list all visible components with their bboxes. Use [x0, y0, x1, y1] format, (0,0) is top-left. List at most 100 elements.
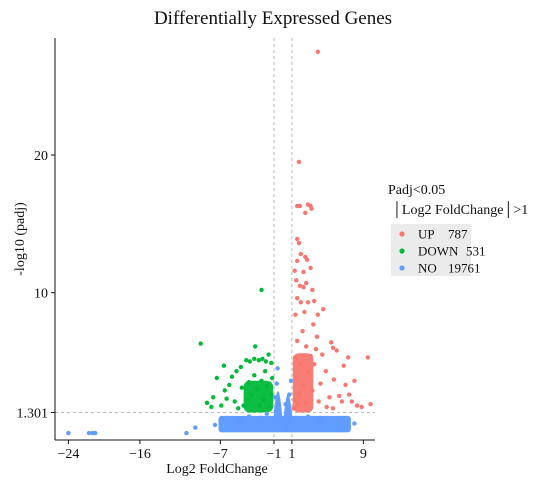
point-no	[312, 422, 317, 428]
point-up	[324, 404, 329, 410]
point-down	[204, 400, 210, 405]
point-up	[296, 391, 302, 396]
x-tick-label: −7	[213, 447, 228, 462]
point-down	[224, 396, 229, 401]
point-down	[260, 356, 265, 361]
legend-title-line2: │Log2 FoldChange│>1	[392, 201, 528, 219]
point-no	[246, 414, 252, 419]
point-no	[305, 414, 311, 419]
point-up	[311, 322, 316, 327]
point-no	[337, 424, 343, 429]
point-down	[246, 380, 252, 385]
point-down	[269, 392, 274, 397]
series-no	[66, 366, 357, 436]
point-up	[296, 240, 302, 246]
point-up	[316, 399, 321, 404]
y-tick-label: 1.301	[17, 406, 49, 421]
point-down	[209, 404, 214, 410]
point-up	[346, 392, 352, 397]
point-down	[269, 360, 274, 366]
point-up	[323, 369, 328, 374]
point-no	[287, 413, 293, 418]
x-tick-label: −24	[57, 447, 79, 462]
point-down	[229, 374, 235, 379]
point-up	[337, 393, 342, 399]
point-up	[292, 268, 297, 273]
point-up	[295, 338, 300, 344]
point-no	[86, 430, 92, 436]
point-up	[300, 329, 305, 334]
point-down	[238, 364, 244, 370]
point-up	[320, 352, 325, 357]
point-up	[294, 278, 299, 283]
point-down	[236, 406, 241, 411]
point-down	[270, 375, 275, 381]
point-up	[310, 287, 315, 293]
legend-label-up: UP	[418, 227, 435, 242]
point-down	[262, 397, 267, 403]
legend-title-line1: Padj<0.05	[388, 183, 445, 198]
point-no	[294, 415, 299, 421]
point-up	[315, 49, 320, 54]
point-no	[220, 419, 225, 425]
legend-key-up	[399, 231, 405, 237]
legend-label-no: NO	[418, 261, 437, 276]
point-down	[266, 352, 271, 357]
point-no	[272, 395, 278, 400]
legend-key-no	[399, 265, 405, 271]
legend-entries: UP 787 DOWN 531 NO 19761	[391, 224, 486, 276]
point-up	[304, 344, 309, 349]
point-no	[287, 392, 292, 397]
legend-label-down: DOWN	[418, 244, 459, 259]
point-up	[321, 307, 326, 312]
point-no	[240, 421, 245, 426]
x-tick-label: −16	[129, 447, 151, 462]
point-up	[298, 362, 303, 367]
point-down	[219, 403, 224, 408]
point-up	[330, 345, 336, 350]
point-no	[288, 378, 294, 383]
point-no	[318, 417, 323, 422]
point-no	[259, 415, 264, 421]
point-up	[295, 296, 300, 301]
series-up	[291, 49, 373, 411]
legend-count-down: 531	[466, 244, 486, 259]
point-down	[256, 358, 261, 363]
point-no	[274, 381, 279, 386]
point-up	[330, 406, 336, 411]
point-up	[310, 388, 315, 393]
point-no	[277, 419, 282, 425]
point-down	[234, 369, 239, 374]
point-up	[318, 381, 323, 386]
x-axis-title: Log2 FoldChange	[166, 462, 268, 477]
point-up	[294, 375, 299, 381]
point-down	[254, 386, 260, 392]
point-up	[298, 300, 303, 305]
point-down	[211, 395, 216, 400]
point-up	[343, 382, 348, 388]
point-up	[315, 312, 320, 317]
down-cluster	[243, 380, 274, 413]
point-up	[296, 159, 302, 165]
point-up	[304, 280, 309, 286]
point-up	[292, 397, 297, 403]
chart-title: Differentially Expressed Genes	[154, 8, 392, 29]
point-no	[234, 417, 239, 422]
point-no	[299, 419, 304, 425]
point-up	[334, 348, 339, 353]
point-up	[313, 346, 319, 352]
point-down	[259, 287, 264, 293]
point-down	[264, 384, 269, 389]
point-up	[359, 404, 364, 410]
y-axis-ticks: 1.301 10 20	[17, 149, 55, 421]
legend-key-down	[399, 248, 405, 254]
point-up	[302, 309, 307, 315]
plot-area	[55, 38, 375, 440]
point-down	[263, 359, 269, 364]
x-axis-ticks: −24 −16 −7 −1 1 9	[57, 440, 367, 462]
point-up	[293, 312, 298, 317]
point-up	[309, 206, 314, 211]
point-up	[295, 402, 301, 407]
point-up	[295, 258, 300, 264]
